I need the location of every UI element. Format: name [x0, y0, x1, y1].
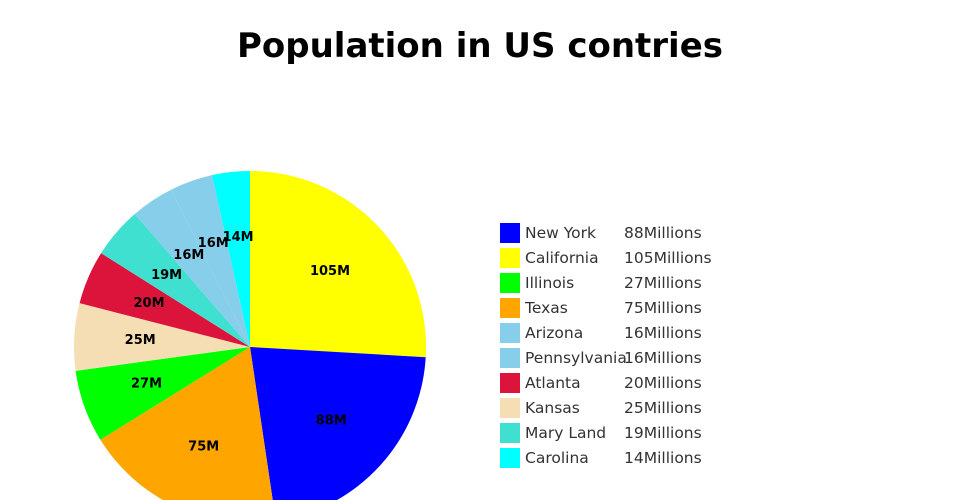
legend-label: New York: [525, 223, 596, 242]
legend-item-mary-land: Mary Land 19Millions: [500, 420, 712, 445]
slice-label-california: 105M: [310, 264, 350, 279]
slice-label-illinois: 27M: [131, 377, 162, 392]
legend-value: 88Millions: [624, 223, 702, 242]
legend-item-pennsylvania: Pennsylvania 16Millions: [500, 345, 712, 370]
legend-swatch: [500, 422, 520, 443]
legend-value: 25Millions: [624, 398, 702, 417]
legend-value: 14Millions: [624, 448, 702, 467]
legend-label: Mary Land: [525, 423, 607, 442]
legend-label: Carolina: [525, 448, 589, 467]
legend-value: 16Millions: [624, 323, 702, 342]
legend-swatch: [500, 222, 520, 243]
legend-swatch: [500, 447, 520, 468]
pie-slice-pennsylvania: [134, 189, 250, 347]
legend-label: Texas: [525, 298, 568, 317]
legend-item-atlanta: Atlanta 20Millions: [500, 370, 712, 395]
pie-slice-texas: [100, 347, 273, 500]
legend-label: Arizona: [525, 323, 584, 342]
legend-swatch: [500, 397, 520, 418]
pie-slice-atlanta: [79, 253, 250, 347]
legend-swatch: [500, 272, 520, 293]
legend-swatch: [500, 297, 520, 318]
pie-slice-carolina: [212, 171, 250, 347]
legend-label: Illinois: [525, 273, 575, 292]
slice-label-carolina: 14M: [223, 230, 254, 245]
slice-label-pennsylvania: 16M: [173, 248, 204, 263]
legend-swatch: [500, 347, 520, 368]
legend-value: 105Millions: [624, 248, 712, 267]
legend-item-texas: Texas 75Millions: [500, 295, 712, 320]
legend-value: 75Millions: [624, 298, 702, 317]
chart-title: Population in US contries: [236, 26, 724, 66]
legend-label: Kansas: [525, 398, 580, 417]
legend-item-kansas: Kansas 25Millions: [500, 395, 712, 420]
pie-slice-arizona: [171, 175, 250, 347]
legend-value: 16Millions: [624, 348, 702, 367]
slice-label-new-york: 88M: [316, 414, 347, 429]
pie-slice-california: [250, 171, 426, 358]
legend-item-carolina: Carolina 14Millions: [500, 445, 712, 470]
legend-item-arizona: Arizona 16Millions: [500, 320, 712, 345]
slice-label-texas: 75M: [188, 439, 219, 454]
legend-item-illinois: Illinois 27Millions: [500, 270, 712, 295]
legend-value: 20Millions: [624, 373, 702, 392]
legend-swatch: [500, 247, 520, 268]
pie-slice-new-york: [250, 347, 426, 500]
slice-label-kansas: 25M: [125, 333, 156, 348]
legend-value: 27Millions: [624, 273, 702, 292]
slice-label-arizona: 16M: [198, 236, 229, 251]
pie-slice-kansas: [73, 303, 251, 371]
pie-slice-mary-land: [101, 213, 250, 347]
legend-item-california: California 105Millions: [500, 245, 712, 270]
legend-swatch: [500, 322, 520, 343]
legend: New York 88Millions California 105Millions I…: [500, 220, 712, 470]
pie-slice-illinois: [75, 347, 251, 440]
slice-label-mary-land: 19M: [151, 268, 182, 283]
legend-swatch: [500, 372, 520, 393]
legend-value: 19Millions: [624, 423, 702, 442]
legend-label: Pennsylvania: [525, 348, 627, 367]
legend-label: Atlanta: [525, 373, 581, 392]
legend-label: California: [525, 248, 599, 267]
slice-label-atlanta: 20M: [133, 296, 164, 311]
legend-item-new-york: New York 88Millions: [500, 220, 712, 245]
